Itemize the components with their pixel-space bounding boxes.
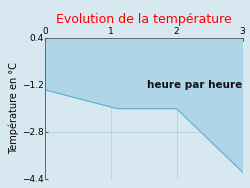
Text: heure par heure: heure par heure [147, 80, 242, 90]
Y-axis label: Température en °C: Température en °C [8, 62, 19, 154]
Title: Evolution de la température: Evolution de la température [56, 13, 232, 26]
